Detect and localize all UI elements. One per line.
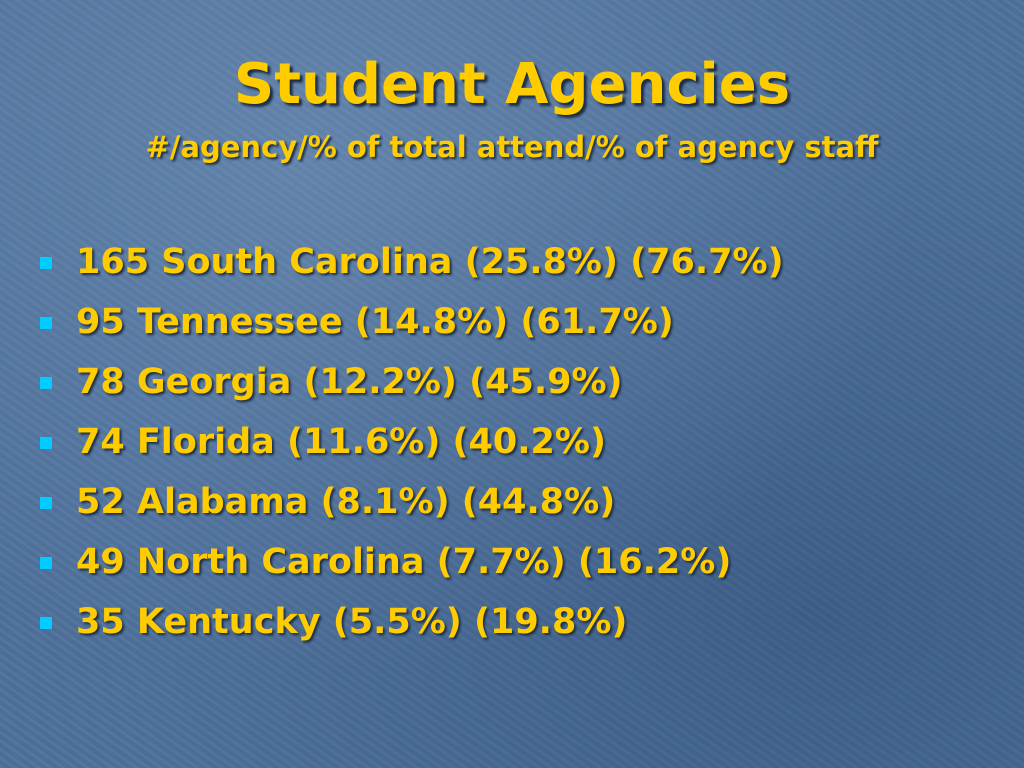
slide-subtitle: #/agency/% of total attend/% of agency s… <box>145 130 879 164</box>
bullet-item: 165 South Carolina (25.8%) (76.7%) <box>0 233 784 293</box>
bullet-marker <box>40 557 52 569</box>
bullet-item: 52 Alabama (8.1%) (44.8%) <box>0 473 784 533</box>
bullet-marker <box>40 317 52 329</box>
slide-title: Student Agencies <box>233 52 791 117</box>
bullet-text: 74 Florida (11.6%) (40.2%) <box>76 422 606 462</box>
bullet-item: 74 Florida (11.6%) (40.2%) <box>0 413 784 473</box>
bullet-text: 95 Tennessee (14.8%) (61.7%) <box>76 302 674 342</box>
bullet-marker <box>40 497 52 509</box>
bullet-marker <box>40 257 52 269</box>
bullet-text: 78 Georgia (12.2%) (45.9%) <box>76 362 623 402</box>
bullet-item: 95 Tennessee (14.8%) (61.7%) <box>0 293 784 353</box>
bullet-text: 49 North Carolina (7.7%) (16.2%) <box>76 542 732 582</box>
bullet-item: 35 Kentucky (5.5%) (19.8%) <box>0 593 784 653</box>
bullet-marker <box>40 617 52 629</box>
bullet-text: 165 South Carolina (25.8%) (76.7%) <box>76 242 784 282</box>
bullet-item: 78 Georgia (12.2%) (45.9%) <box>0 353 784 413</box>
bullet-item: 49 North Carolina (7.7%) (16.2%) <box>0 533 784 593</box>
bullet-text: 52 Alabama (8.1%) (44.8%) <box>76 482 616 522</box>
bullet-text: 35 Kentucky (5.5%) (19.8%) <box>76 602 628 642</box>
bullet-marker <box>40 437 52 449</box>
bullet-list: 165 South Carolina (25.8%) (76.7%) 95 Ten… <box>0 233 784 653</box>
bullet-marker <box>40 377 52 389</box>
